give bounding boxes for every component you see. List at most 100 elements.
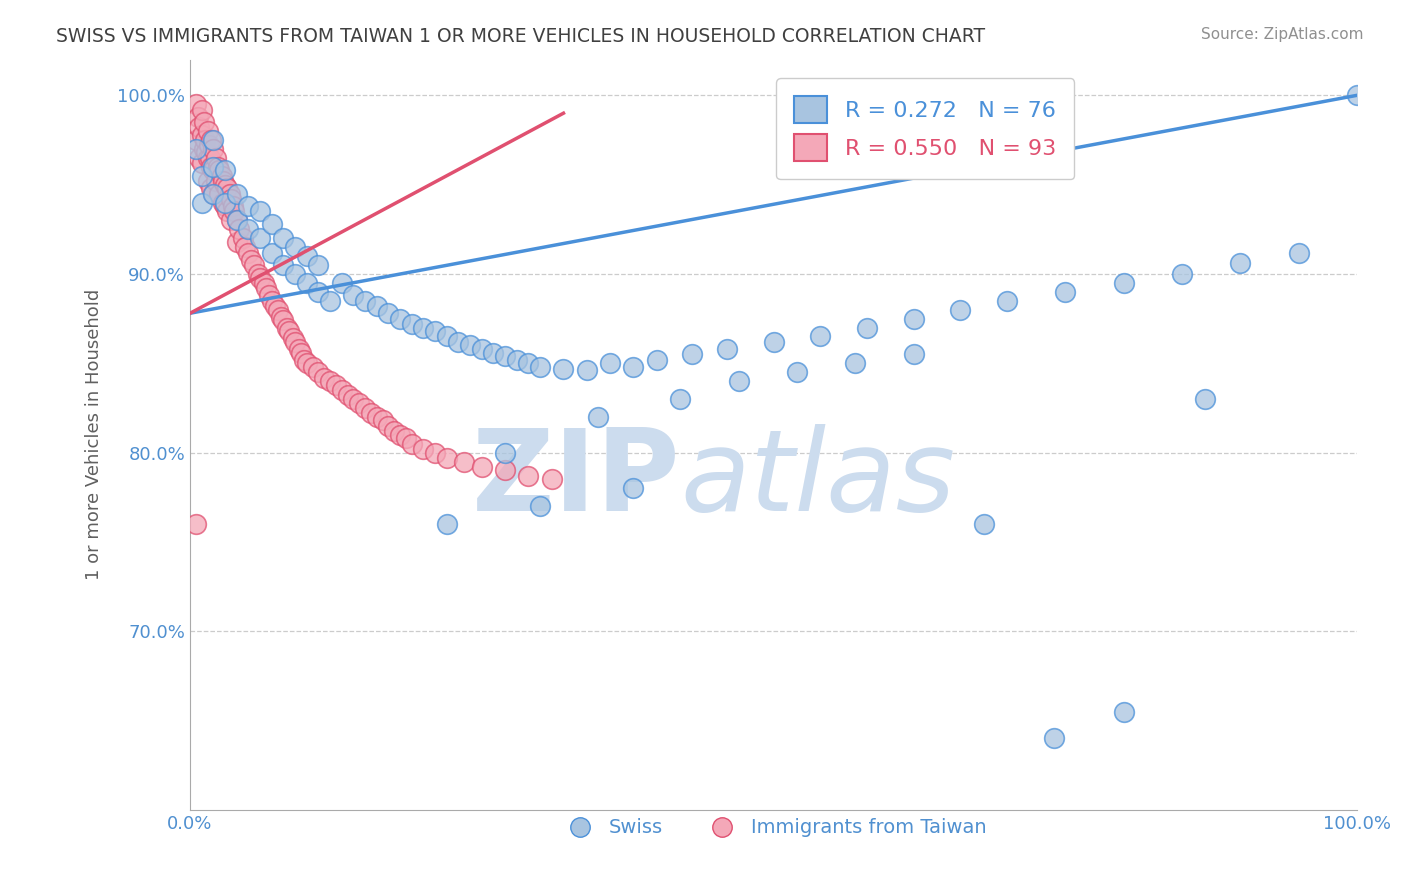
Point [224,204,246,219]
Point [211,174,233,188]
Point [295,276,318,290]
Point [197,138,219,153]
Point [395,431,418,445]
Point [190,103,212,117]
Point [281,331,304,345]
Point [202,186,225,201]
Point [336,388,359,402]
Point [260,293,283,308]
Text: SWISS VS IMMIGRANTS FROM TAIWAN 1 OR MORE VEHICLES IN HOUSEHOLD CORRELATION CHAR: SWISS VS IMMIGRANTS FROM TAIWAN 1 OR MOR… [56,27,986,45]
Point [1054,285,1077,299]
Point [330,276,353,290]
Point [517,356,540,370]
Point [249,270,271,285]
Text: Source: ZipAtlas.com: Source: ZipAtlas.com [1201,27,1364,42]
Point [540,472,562,486]
Point [762,334,785,349]
Point [389,427,412,442]
Point [294,352,316,367]
Point [214,199,236,213]
Point [1229,256,1251,270]
Point [222,199,245,213]
Point [458,338,481,352]
Point [252,276,274,290]
Point [238,245,260,260]
Point [307,365,329,379]
Point [260,217,283,231]
Point [260,245,283,260]
Point [301,359,323,374]
Point [307,285,329,299]
Point [1194,392,1216,406]
Point [529,359,551,374]
Point [482,345,505,359]
Point [214,178,236,192]
Point [273,313,295,327]
Point [246,267,269,281]
Point [360,406,382,420]
Point [295,249,318,263]
Point [284,267,307,281]
Point [1288,245,1310,260]
Point [239,252,262,267]
Point [284,240,307,254]
Point [200,181,222,195]
Point [214,195,236,210]
Point [259,288,281,302]
Point [517,468,540,483]
Point [204,151,226,165]
Point [342,288,364,302]
Point [1171,267,1194,281]
Point [844,356,866,370]
Point [371,413,394,427]
Point [436,329,458,343]
Point [278,324,301,338]
Point [197,151,219,165]
Point [529,499,551,513]
Point [314,370,336,384]
Point [727,374,749,388]
Point [184,516,207,531]
Point [412,442,434,456]
Point [349,395,371,409]
Point [1112,276,1135,290]
Point [193,142,215,156]
Point [184,142,207,156]
Point [284,334,307,349]
Point [198,151,221,165]
Point [471,342,494,356]
Point [238,199,260,213]
Point [716,342,738,356]
Point [453,454,475,468]
Point [188,120,211,135]
Point [290,345,312,359]
Point [903,311,925,326]
Point [319,374,342,388]
Point [995,293,1018,308]
Point [494,463,516,477]
Point [412,320,434,334]
Point [366,409,388,424]
Point [200,133,222,147]
Point [973,516,995,531]
Point [202,160,225,174]
Point [208,186,231,201]
Point [856,320,879,334]
Point [575,363,598,377]
Point [243,258,266,272]
Point [366,299,388,313]
Point [389,311,412,326]
Point [217,181,239,195]
Point [208,163,231,178]
Point [295,356,318,370]
Text: ZIP: ZIP [471,425,681,535]
Point [190,156,212,170]
Point [276,320,298,334]
Point [193,115,215,129]
Point [377,418,399,433]
Point [1346,88,1368,103]
Point [377,306,399,320]
Point [232,231,254,245]
Point [342,392,364,406]
Point [194,133,217,147]
